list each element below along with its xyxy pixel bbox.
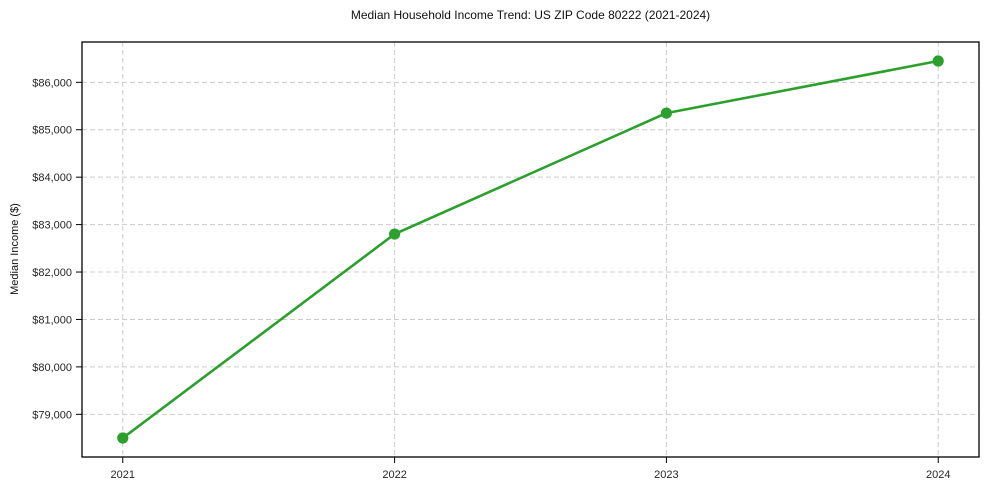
data-point-marker bbox=[660, 107, 673, 119]
data-point-marker bbox=[389, 228, 401, 240]
x-tick-label: 2024 bbox=[926, 469, 950, 481]
y-tick-label: $86,000 bbox=[32, 77, 72, 89]
y-tick-label: $82,000 bbox=[32, 267, 72, 279]
data-point-marker bbox=[117, 432, 129, 444]
data-point-marker bbox=[932, 55, 944, 67]
y-tick-label: $83,000 bbox=[32, 220, 72, 232]
y-tick-label: $84,000 bbox=[32, 172, 72, 184]
y-axis-label: Median Income ($) bbox=[9, 203, 21, 295]
y-tick-label: $79,000 bbox=[32, 409, 72, 421]
y-tick-label: $80,000 bbox=[32, 362, 72, 374]
x-tick-label: 2023 bbox=[654, 469, 678, 481]
chart-title: Median Household Income Trend: US ZIP Co… bbox=[350, 8, 711, 22]
plot-frame bbox=[81, 41, 980, 458]
income-trend-line bbox=[121, 59, 940, 440]
x-tick-label: 2022 bbox=[382, 469, 406, 481]
y-tick-label: $81,000 bbox=[32, 314, 72, 326]
x-tick-label: 2021 bbox=[111, 469, 135, 481]
y-tick-label: $85,000 bbox=[32, 125, 72, 137]
